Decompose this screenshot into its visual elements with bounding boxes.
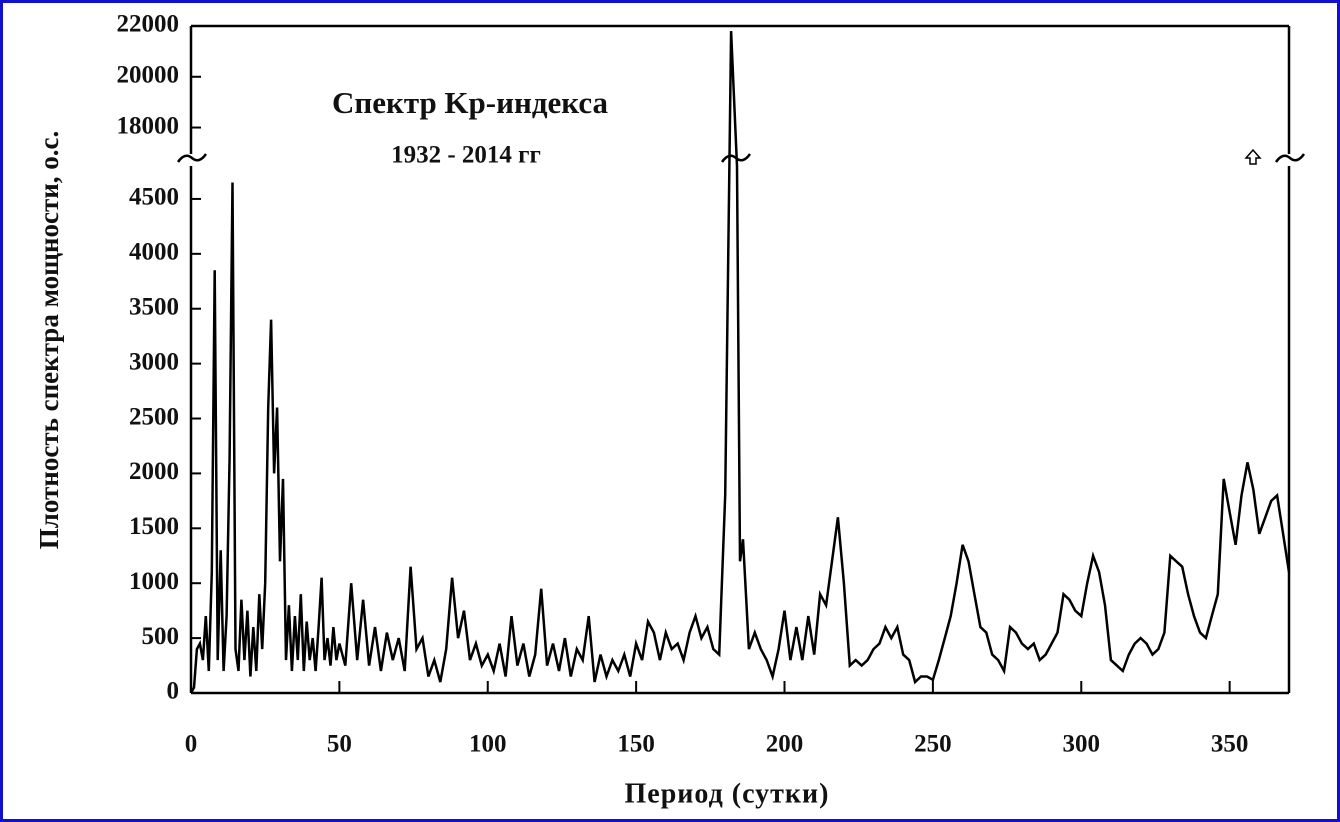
- y-tick-label: 0: [167, 678, 180, 705]
- x-tick-label: 200: [766, 731, 804, 758]
- y-tick-label: 3500: [129, 293, 179, 320]
- break-right: [1274, 153, 1306, 163]
- x-axis-label: Период (сутки): [625, 778, 830, 809]
- x-tick-label: 50: [327, 731, 352, 758]
- y-tick-label: 4500: [129, 184, 179, 211]
- series-line: [189, 31, 1291, 694]
- x-tick-label: 350: [1211, 731, 1249, 758]
- x-tick-label: 100: [469, 731, 507, 758]
- x-tick-label: 150: [617, 731, 655, 758]
- x-tick-label: 0: [185, 731, 198, 758]
- y-tick-label: 18000: [117, 112, 180, 139]
- axis-break-marks: [176, 153, 1306, 163]
- y-axis-label: Плотность спектра мощности, о.с.: [34, 131, 64, 550]
- y-tick-label: 1000: [129, 568, 179, 595]
- y-tick-label: 22000: [117, 11, 180, 38]
- chart-title: Спектр Kp-индекса: [332, 85, 609, 120]
- y-tick-label: 2500: [129, 403, 179, 430]
- y-tick-label: 1500: [129, 513, 179, 540]
- arrow-icon: [1244, 148, 1262, 165]
- y-tick-label: 4000: [129, 239, 179, 266]
- y-tick-label: 500: [142, 623, 180, 650]
- y-tick-label: 2000: [129, 458, 179, 485]
- x-tick-label: 300: [1063, 731, 1101, 758]
- x-tick-label: 250: [914, 731, 952, 758]
- y-tick-label: 3000: [129, 348, 179, 375]
- chart-subtitle: 1932 - 2014 гг: [391, 142, 541, 169]
- y-tick-label: 20000: [117, 62, 180, 89]
- break-left: [176, 153, 208, 163]
